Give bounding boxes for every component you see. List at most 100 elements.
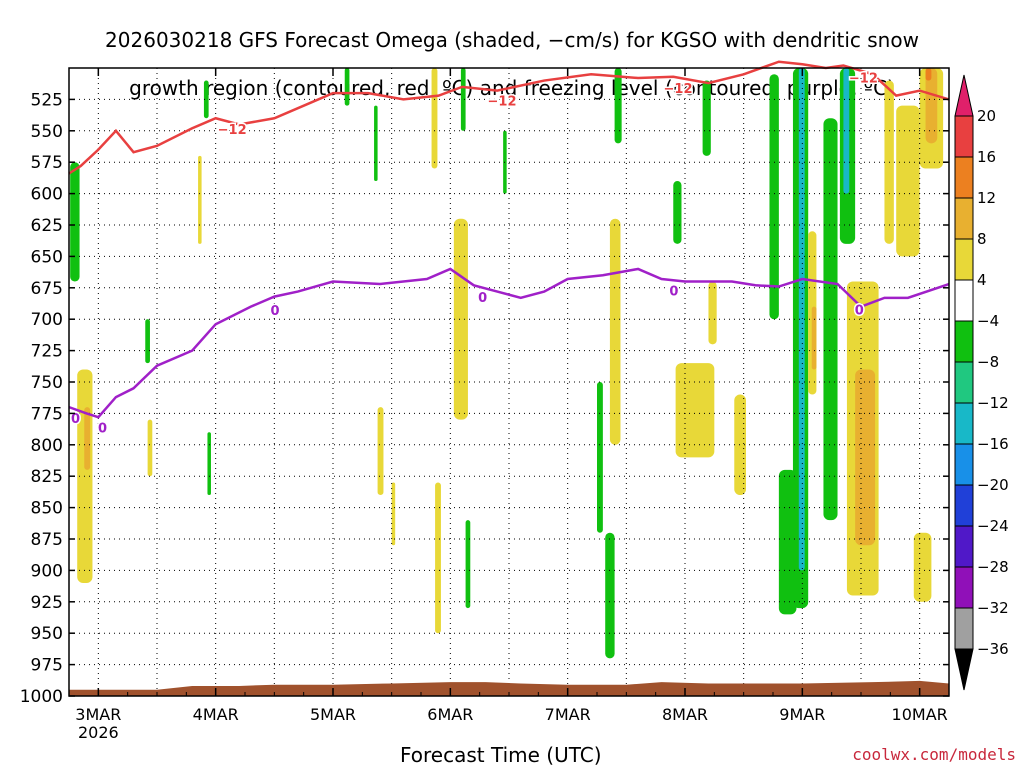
- colorbar-segment: [954, 197, 974, 240]
- contour-label-0: 0: [669, 285, 678, 300]
- y-tick-label: 950: [31, 624, 63, 644]
- omega-cell-24: [702, 80, 711, 156]
- omega-cell-15: [460, 68, 466, 131]
- y-axis: 525 550 575 600 625 650 675 700 725 750 775 800 825 8…: [20, 90, 949, 707]
- omega-cell-4: [147, 419, 153, 477]
- omega-cell-30: [798, 68, 805, 571]
- omega-cell-14: [453, 218, 468, 420]
- omega-cell-3: [145, 319, 150, 364]
- colorbar-segment: [954, 402, 974, 445]
- omega-cell-7: [207, 432, 211, 496]
- colorbar-label: 12: [977, 189, 996, 207]
- colorbar-label: −20: [977, 476, 1009, 494]
- contour-label--12: −12: [664, 82, 693, 97]
- colorbar-segment: [954, 238, 974, 281]
- omega-cell-11: [391, 482, 396, 546]
- y-tick-label: 900: [31, 561, 63, 581]
- omega-cell-6: [203, 80, 209, 119]
- omega-cell-43: [925, 68, 932, 81]
- y-tick-label: 650: [31, 247, 63, 267]
- omega-cell-16: [465, 520, 471, 609]
- omega-cell-5: [198, 155, 202, 244]
- contour-label--12: −12: [488, 94, 517, 109]
- x-axis: 3MAR 4MAR 5MAR 6MAR 7MAR 8MAR 9MAR 10MAR 2026: [75, 68, 948, 742]
- colorbar-label: −32: [977, 599, 1009, 617]
- colorbar-segment: [954, 607, 974, 650]
- colorbar-segment: [954, 484, 974, 527]
- omega-cell-12: [431, 68, 438, 169]
- colorbar-label: −24: [977, 517, 1009, 535]
- x-tick-label: 6MAR: [427, 705, 473, 724]
- x-tick-label: 3MAR: [75, 705, 121, 724]
- colorbar: 20 16 12 8 4 −4 −8 −12 −16 −20 −24 −28 −32 −36: [954, 74, 1009, 691]
- colorbar-segment: [954, 279, 974, 322]
- y-tick-label: 825: [31, 467, 63, 487]
- colorbar-label: 8: [977, 230, 987, 248]
- y-tick-label: 625: [31, 216, 63, 236]
- credit-link[interactable]: coolwx.com/models: [852, 745, 1016, 764]
- contour-label-0: 0: [478, 291, 487, 306]
- y-tick-label: 975: [31, 656, 63, 676]
- omega-cell-42: [925, 68, 938, 144]
- colorbar-label: 4: [977, 271, 987, 289]
- omega-cell-0: [70, 162, 80, 282]
- colorbar-segment: [954, 115, 974, 158]
- omega-cell-39: [896, 105, 920, 257]
- x-tick-year: 2026: [78, 723, 119, 742]
- x-tick-label: 5MAR: [310, 705, 356, 724]
- omega-cell-9: [374, 105, 378, 182]
- y-tick-label: 525: [31, 90, 63, 110]
- colorbar-segment: [954, 443, 974, 486]
- title-line-1: 2026030218 GFS Forecast Omega (shaded, −…: [105, 28, 919, 52]
- contour-label--12: −12: [849, 72, 878, 87]
- x-tick-label: 10MAR: [892, 705, 948, 724]
- omega-cell-23: [675, 363, 715, 458]
- omega-cell-22: [673, 181, 682, 244]
- terrain-surface: [69, 680, 949, 696]
- omega-cell-13: [435, 482, 441, 634]
- contour-label-0: 0: [98, 421, 107, 436]
- omega-cell-25: [708, 281, 717, 345]
- colorbar-label: 16: [977, 148, 996, 166]
- y-tick-label: 775: [31, 404, 63, 424]
- y-tick-label: 600: [31, 185, 63, 205]
- y-tick-label: 750: [31, 373, 63, 393]
- contour-label-0: 0: [71, 412, 80, 427]
- terrain-layer: [69, 680, 949, 696]
- colorbar-segment: [954, 566, 974, 609]
- y-tick-label: 550: [31, 122, 63, 142]
- x-tick-label: 7MAR: [545, 705, 591, 724]
- y-tick-label: 875: [31, 530, 63, 550]
- colorbar-top-arrow: [954, 74, 974, 117]
- contour-line-0: [68, 267, 950, 419]
- y-tick-label: 800: [31, 436, 63, 456]
- omega-cell-20: [614, 68, 622, 144]
- omega-cell-27: [769, 74, 779, 320]
- y-tick-label: 575: [31, 153, 63, 173]
- colorbar-label: 20: [977, 107, 996, 125]
- omega-cell-21: [609, 218, 621, 445]
- omega-cell-10: [377, 407, 384, 496]
- colorbar-segment: [954, 320, 974, 363]
- omega-cell-18: [597, 382, 603, 533]
- colorbar-segment: [954, 156, 974, 199]
- colorbar-label: −28: [977, 558, 1009, 576]
- omega-cell-28: [778, 469, 797, 615]
- contour-label-0: 0: [855, 304, 864, 319]
- colorbar-label: −36: [977, 640, 1009, 658]
- colorbar-segment: [954, 361, 974, 404]
- x-tick-label: 9MAR: [779, 705, 825, 724]
- y-tick-label: 700: [31, 310, 63, 330]
- y-tick-label: 850: [31, 499, 63, 519]
- x-axis-label: Forecast Time (UTC): [400, 743, 602, 767]
- omega-cell-40: [913, 532, 932, 602]
- colorbar-label: −12: [977, 394, 1009, 412]
- x-tick-label: 8MAR: [662, 705, 708, 724]
- contour-layer: −12 −12 −12 −12 0 0 0 0 0 0: [68, 60, 950, 438]
- y-tick-label: 1000: [20, 687, 63, 707]
- omega-shading-layer: [70, 68, 944, 659]
- colorbar-bottom-arrow: [954, 648, 974, 691]
- y-tick-label: 925: [31, 593, 63, 613]
- y-tick-label: 675: [31, 279, 63, 299]
